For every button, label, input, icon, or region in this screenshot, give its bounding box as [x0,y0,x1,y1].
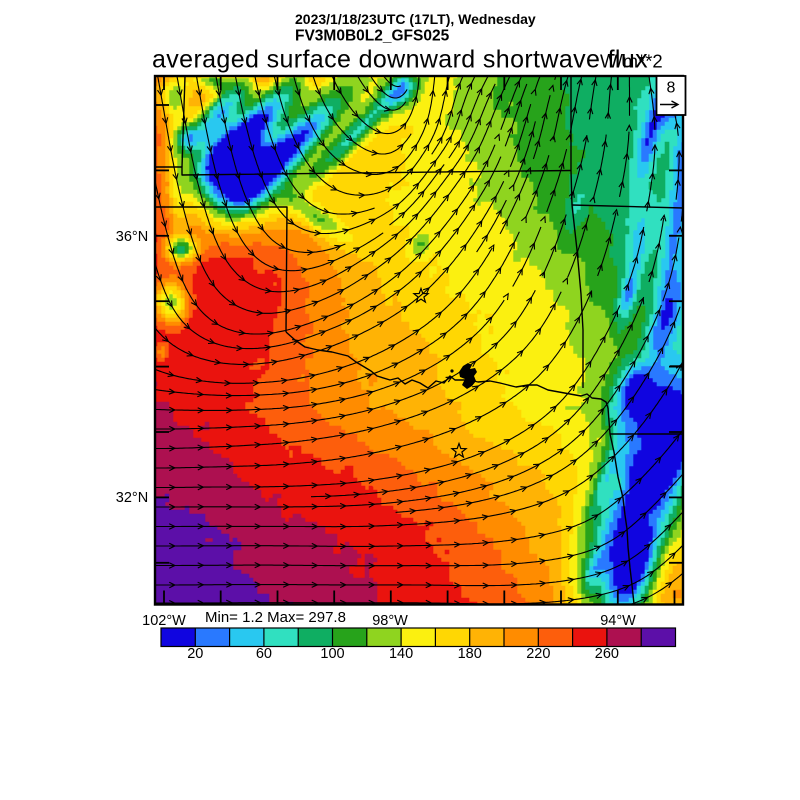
svg-text:260: 260 [595,646,619,662]
svg-text:W/m**2: W/m**2 [600,51,663,72]
svg-text:180: 180 [458,646,482,662]
svg-text:32°N: 32°N [116,490,148,506]
svg-text:8: 8 [667,80,676,97]
svg-text:FV3M0B0L2_GFS025: FV3M0B0L2_GFS025 [295,28,450,45]
svg-text:20: 20 [187,646,203,662]
svg-text:60: 60 [256,646,272,662]
svg-text:102°W: 102°W [142,613,186,629]
svg-text:2023/1/18/23UTC (17LT), Wednes: 2023/1/18/23UTC (17LT), Wednesday [295,11,536,27]
svg-text:Min= 1.2 Max= 297.8: Min= 1.2 Max= 297.8 [205,609,346,626]
svg-text:100: 100 [320,646,344,662]
svg-text:140: 140 [389,646,413,662]
svg-text:36°N: 36°N [116,229,148,245]
svg-text:98°W: 98°W [372,613,408,629]
svg-text:94°W: 94°W [600,613,636,629]
svg-text:220: 220 [526,646,550,662]
svg-text:averaged surface downward shor: averaged surface downward shortwave flux [152,46,648,74]
